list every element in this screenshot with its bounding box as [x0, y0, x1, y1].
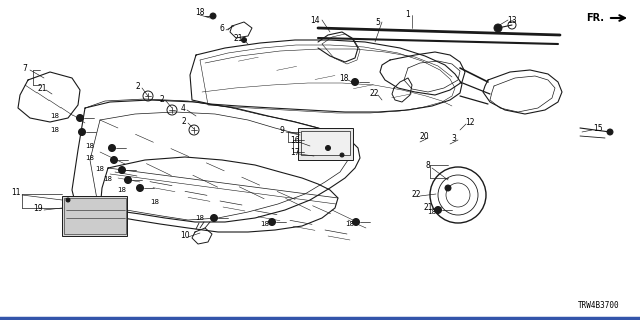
Circle shape — [211, 214, 218, 221]
Circle shape — [125, 177, 131, 183]
Circle shape — [210, 13, 216, 19]
Bar — [62, 196, 127, 236]
Text: 17: 17 — [290, 148, 300, 156]
Text: 21: 21 — [37, 84, 47, 92]
Text: 18: 18 — [86, 155, 95, 161]
Text: 20: 20 — [419, 132, 429, 140]
Text: 18: 18 — [118, 187, 127, 193]
Circle shape — [494, 24, 502, 32]
Text: 14: 14 — [310, 15, 320, 25]
Text: 18: 18 — [346, 221, 355, 227]
Text: 5: 5 — [376, 18, 380, 27]
Text: 22: 22 — [369, 89, 379, 98]
Circle shape — [435, 206, 442, 213]
Circle shape — [241, 37, 246, 43]
Text: 2: 2 — [136, 82, 140, 91]
Text: 18: 18 — [195, 215, 205, 221]
Text: 2: 2 — [182, 116, 186, 125]
Bar — [64, 198, 126, 234]
Circle shape — [118, 166, 125, 173]
Circle shape — [607, 129, 613, 135]
Text: 15: 15 — [593, 124, 603, 132]
Circle shape — [111, 156, 118, 164]
Text: 18: 18 — [428, 209, 436, 215]
Text: 10: 10 — [180, 230, 190, 239]
Text: 16: 16 — [290, 135, 300, 145]
Text: 18: 18 — [260, 221, 269, 227]
Text: 3: 3 — [452, 133, 456, 142]
Text: 18: 18 — [195, 7, 205, 17]
Circle shape — [445, 185, 451, 191]
Text: 7: 7 — [22, 63, 28, 73]
Text: 18: 18 — [104, 176, 113, 182]
Text: 9: 9 — [280, 125, 284, 134]
Text: 18: 18 — [86, 143, 95, 149]
Text: 13: 13 — [507, 15, 517, 25]
Text: 11: 11 — [12, 188, 20, 196]
Text: 21: 21 — [233, 34, 243, 43]
Circle shape — [109, 145, 115, 151]
Text: 21: 21 — [423, 203, 433, 212]
Circle shape — [136, 185, 143, 191]
Circle shape — [79, 129, 86, 135]
Text: 19: 19 — [33, 204, 43, 212]
Circle shape — [351, 78, 358, 85]
Text: 8: 8 — [426, 161, 430, 170]
Bar — [301, 131, 350, 155]
Text: 4: 4 — [180, 103, 186, 113]
Circle shape — [353, 219, 360, 226]
Text: 6: 6 — [220, 23, 225, 33]
Text: 1: 1 — [406, 10, 410, 19]
Circle shape — [66, 198, 70, 202]
Text: 2: 2 — [159, 94, 164, 103]
Bar — [298, 128, 353, 160]
Text: 18: 18 — [51, 113, 60, 119]
Text: FR.: FR. — [586, 13, 604, 23]
Text: 18: 18 — [51, 127, 60, 133]
Circle shape — [77, 115, 83, 122]
Circle shape — [340, 153, 344, 157]
Text: 18: 18 — [150, 199, 159, 205]
Text: 12: 12 — [465, 117, 475, 126]
Circle shape — [326, 146, 330, 150]
Text: 18: 18 — [339, 74, 349, 83]
Text: 22: 22 — [412, 189, 420, 198]
Text: 18: 18 — [95, 166, 104, 172]
Circle shape — [269, 219, 275, 226]
Text: TRW4B3700: TRW4B3700 — [579, 301, 620, 310]
